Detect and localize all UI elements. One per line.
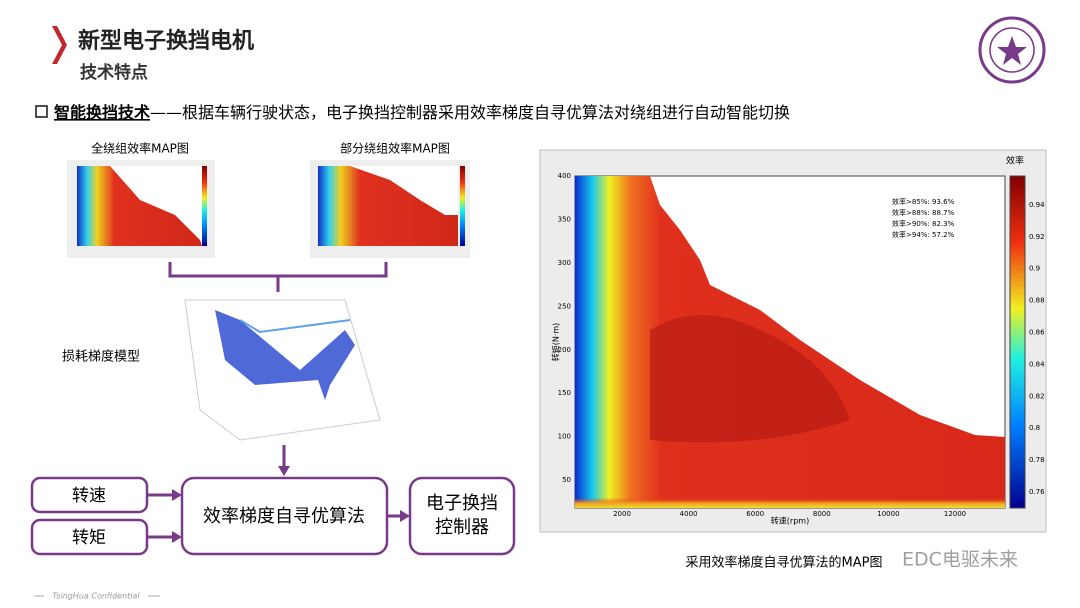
footer: TsingHua Confidential: [52, 592, 140, 601]
logo: [978, 16, 1046, 84]
y-tick-label: 100: [558, 433, 571, 441]
colorbar-tick-label: 0.76: [1029, 488, 1045, 496]
colorbar-tick-label: 0.86: [1029, 329, 1045, 337]
legend-entry: 效率>94%: 57.2%: [892, 230, 955, 239]
caption: 损耗梯度模型: [62, 349, 140, 365]
map-thumb: [310, 160, 470, 258]
colorbar-tick-label: 0.82: [1029, 392, 1045, 400]
x-tick-label: 12000: [944, 510, 966, 518]
efficiency-core: [650, 315, 850, 443]
map-thumb: [67, 160, 215, 258]
colorbar-title: 效率: [1006, 155, 1024, 167]
legend-entry: 效率>88%: 88.7%: [892, 208, 955, 217]
chevron: [52, 26, 67, 64]
caption: 部分绕组效率MAP图: [340, 141, 450, 156]
colorbar-tick-label: 0.94: [1029, 201, 1045, 209]
y-tick-label: 200: [558, 346, 571, 354]
colorbar-tick-label: 0.9: [1029, 265, 1040, 273]
legend-entry: 效率>90%: 82.3%: [892, 219, 955, 228]
controller: 控制器: [435, 517, 489, 538]
input: 转速: [72, 486, 106, 506]
controller: 电子换挡: [426, 493, 498, 514]
colorbar-tick-label: 0.92: [1029, 233, 1045, 241]
y-tick-label: 250: [558, 302, 571, 310]
x-tick-label: 10000: [877, 510, 899, 518]
caption: 全绕组效率MAP图: [91, 141, 189, 156]
algorithm: 效率梯度自寻优算法: [203, 506, 365, 527]
input: 转矩: [72, 528, 106, 548]
y-tick-label: 300: [558, 259, 571, 267]
subtitle: 技术特点: [80, 62, 148, 83]
x-tick-label: 4000: [680, 510, 698, 518]
loss-model: [184, 299, 381, 441]
bullet-box: [35, 105, 48, 118]
flow-boxes: [30, 476, 516, 556]
bullet-text: ——根据车辆行驶状态，电子换挡控制器采用效率梯度自寻优算法对绕组进行自动智能切换: [150, 103, 790, 122]
colorbar-tick-label: 0.88: [1029, 297, 1045, 305]
colorbar-tick-label: 0.8: [1029, 424, 1040, 432]
bullet: 智能换挡技术——根据车辆行驶状态，电子换挡控制器采用效率梯度自寻优算法对绕组进行…: [54, 103, 790, 122]
connector: [168, 262, 388, 292]
x-tick-label: 2000: [613, 510, 631, 518]
y-tick-label: 50: [562, 476, 571, 484]
y-tick-label: 400: [558, 172, 571, 180]
legend-entry: 效率>85%: 93.6%: [892, 197, 955, 206]
watermark: EDC电驱未来: [902, 549, 1018, 571]
low-region: [575, 440, 1005, 508]
colorbar-tick-label: 0.78: [1029, 456, 1045, 464]
x-tick-label: 8000: [813, 510, 831, 518]
y-tick-label: 150: [558, 389, 571, 397]
y-tick-label: 350: [558, 216, 571, 224]
bullet-term: 智能换挡技术: [54, 103, 150, 122]
x-label: 转速(rpm): [771, 516, 809, 526]
map-caption: 采用效率梯度自寻优算法的MAP图: [686, 555, 883, 571]
y-label: 转矩(N·m): [551, 323, 561, 362]
colorbar: [1009, 175, 1026, 509]
colorbar-tick-label: 0.84: [1029, 360, 1045, 368]
x-tick-label: 6000: [746, 510, 764, 518]
title: 新型电子换挡电机: [78, 28, 254, 54]
